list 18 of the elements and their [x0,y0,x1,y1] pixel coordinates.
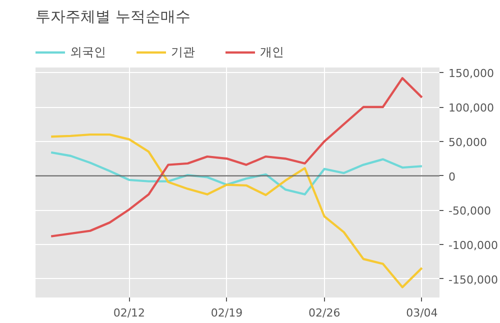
y-tick-label: -150,000 [448,273,498,286]
line-series [50,151,424,196]
legend-label: 기관 [171,44,195,60]
x-tick-label: 02/12 [113,306,146,320]
y-tick-label: 0 [448,170,456,184]
x-tick-label: 02/19 [210,306,243,320]
chart-title: 투자주체별 누적순매수 [36,8,190,26]
y-tick-label: 100,000 [448,102,494,115]
y-tick-label: 50,000 [448,136,487,149]
x-tick-label: 02/26 [308,306,340,320]
line-series [50,133,424,288]
y-tick-label: 150,000 [448,67,494,80]
line-series [50,77,424,238]
y-tick-label: -100,000 [448,239,498,252]
y-tick-label: -50,000 [448,204,491,218]
legend-label: 개인 [260,44,284,60]
x-tick-label: 03/04 [406,306,438,320]
legend-label: 외국인 [70,44,106,60]
